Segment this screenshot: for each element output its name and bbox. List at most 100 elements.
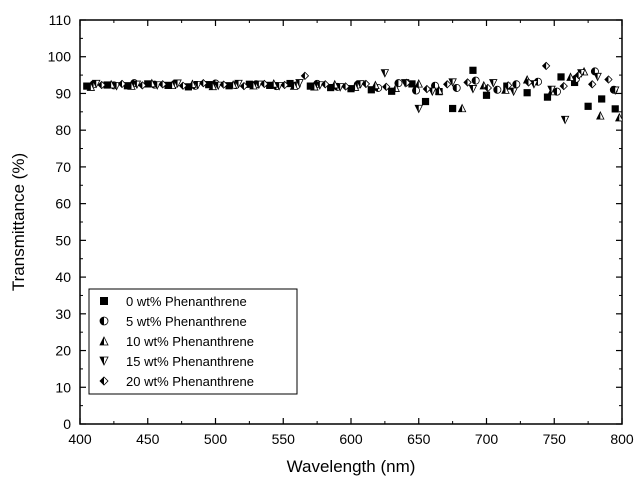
data-point-series-4 <box>199 79 208 88</box>
data-point-series-4 <box>574 70 583 80</box>
legend-marker-4 <box>99 376 109 386</box>
data-point-series-3 <box>335 83 345 92</box>
data-point-series-4 <box>219 80 228 89</box>
data-point-series-0 <box>347 85 355 93</box>
y-tick-label: 30 <box>55 306 71 322</box>
data-point-series-4 <box>300 71 310 80</box>
x-tick-label: 500 <box>204 431 228 447</box>
y-tick-label: 40 <box>55 269 71 285</box>
data-point-series-0 <box>103 81 111 89</box>
data-point-series-4 <box>97 80 106 90</box>
data-point-series-3 <box>92 79 101 89</box>
data-point-series-3 <box>173 79 182 89</box>
data-point-series-2 <box>501 85 510 94</box>
x-tick-label: 700 <box>475 431 499 447</box>
data-point-series-3 <box>274 82 284 91</box>
x-tick-label: 600 <box>339 431 363 447</box>
data-point-series-0 <box>367 86 375 94</box>
y-tick-label: 60 <box>55 196 71 212</box>
data-point-series-3 <box>468 85 478 94</box>
data-point-series-2 <box>289 81 299 90</box>
data-point-series-2 <box>615 112 622 122</box>
axis-ticks <box>79 19 623 425</box>
data-point-series-4 <box>321 80 330 89</box>
x-tick-label: 800 <box>610 431 634 447</box>
data-point-series-2 <box>86 82 96 91</box>
x-tick-label: 750 <box>543 431 567 447</box>
data-point-series-3 <box>234 79 243 89</box>
y-tick-label: 90 <box>55 85 71 101</box>
data-point-series-0 <box>83 82 91 90</box>
data-point-series-0 <box>266 81 274 89</box>
data-point-series-0 <box>306 82 314 90</box>
data-point-series-4 <box>483 83 493 93</box>
legend-label: 10 wt% Phenanthrene <box>126 334 254 349</box>
data-point-series-3 <box>414 104 423 114</box>
data-point-series-4 <box>422 84 432 94</box>
data-point-series-4 <box>158 80 167 89</box>
data-point-series-3 <box>132 80 142 90</box>
data-point-series-3 <box>448 78 457 87</box>
data-point-series-4 <box>239 81 249 91</box>
data-point-series-3 <box>489 79 498 88</box>
data-point-series-4 <box>588 80 597 89</box>
x-tick-label: 650 <box>407 431 431 447</box>
data-point-series-4 <box>280 80 289 90</box>
y-tick-label: 70 <box>55 159 71 175</box>
data-point-series-2 <box>249 80 258 90</box>
data-point-series-0 <box>469 66 477 74</box>
data-point-series-3 <box>315 81 325 90</box>
data-point-series-0 <box>123 82 132 90</box>
data-point-series-1 <box>512 80 521 89</box>
data-point-series-3 <box>428 87 437 97</box>
legend-marker-0 <box>100 297 108 305</box>
y-tick-label: 20 <box>55 343 71 359</box>
x-tick-labels: 400 450 500 550 600 650 700 750 800 <box>68 431 634 447</box>
data-point-series-4 <box>524 78 533 87</box>
data-point-series-0 <box>184 83 192 91</box>
data-point-series-3 <box>560 115 570 125</box>
data-point-series-2 <box>106 79 116 89</box>
data-point-series-0 <box>164 81 172 89</box>
data-point-series-0 <box>408 80 416 88</box>
y-tick-label: 0 <box>63 416 71 432</box>
data-point-series-0 <box>225 82 233 90</box>
data-point-series-4 <box>178 81 188 90</box>
data-point-series-4 <box>402 78 411 87</box>
y-tick-label: 50 <box>55 232 71 248</box>
data-point-series-2 <box>434 86 444 95</box>
y-axis-title: Transmittance (%) <box>9 153 28 291</box>
data-point-series-0 <box>584 102 592 110</box>
data-point-series-0 <box>327 83 335 92</box>
data-point-series-2 <box>208 81 218 91</box>
data-point-series-4 <box>559 81 568 91</box>
legend-label: 15 wt% Phenanthrene <box>126 354 254 369</box>
data-point-series-4 <box>138 81 147 90</box>
x-tick-label: 550 <box>272 431 296 447</box>
data-point-series-1 <box>412 86 421 95</box>
x-tick-label: 450 <box>136 431 160 447</box>
data-point-series-0 <box>482 91 491 99</box>
data-point-series-0 <box>598 95 606 103</box>
data-point-series-2 <box>269 79 279 88</box>
legend-marker-1 <box>99 316 109 326</box>
data-point-series-4 <box>260 79 269 89</box>
data-point-series-4 <box>382 82 391 92</box>
data-points <box>83 61 622 125</box>
data-point-series-0 <box>449 104 457 113</box>
data-point-series-3 <box>295 79 304 88</box>
data-point-series-0 <box>205 81 213 89</box>
data-point-series-4 <box>463 78 472 87</box>
data-point-series-2 <box>596 110 605 120</box>
data-point-series-2 <box>391 83 400 92</box>
data-point-series-1 <box>471 76 480 85</box>
data-point-series-3 <box>254 80 264 90</box>
data-point-series-3 <box>152 81 162 90</box>
data-point-series-0 <box>286 79 294 88</box>
data-point-series-2 <box>350 82 360 91</box>
data-point-series-4 <box>361 79 371 89</box>
data-point-series-2 <box>566 72 575 81</box>
data-point-series-0 <box>557 73 565 81</box>
legend: 0 wt% Phenanthrene 5 wt% Phenanthrene 10 w… <box>88 288 298 395</box>
